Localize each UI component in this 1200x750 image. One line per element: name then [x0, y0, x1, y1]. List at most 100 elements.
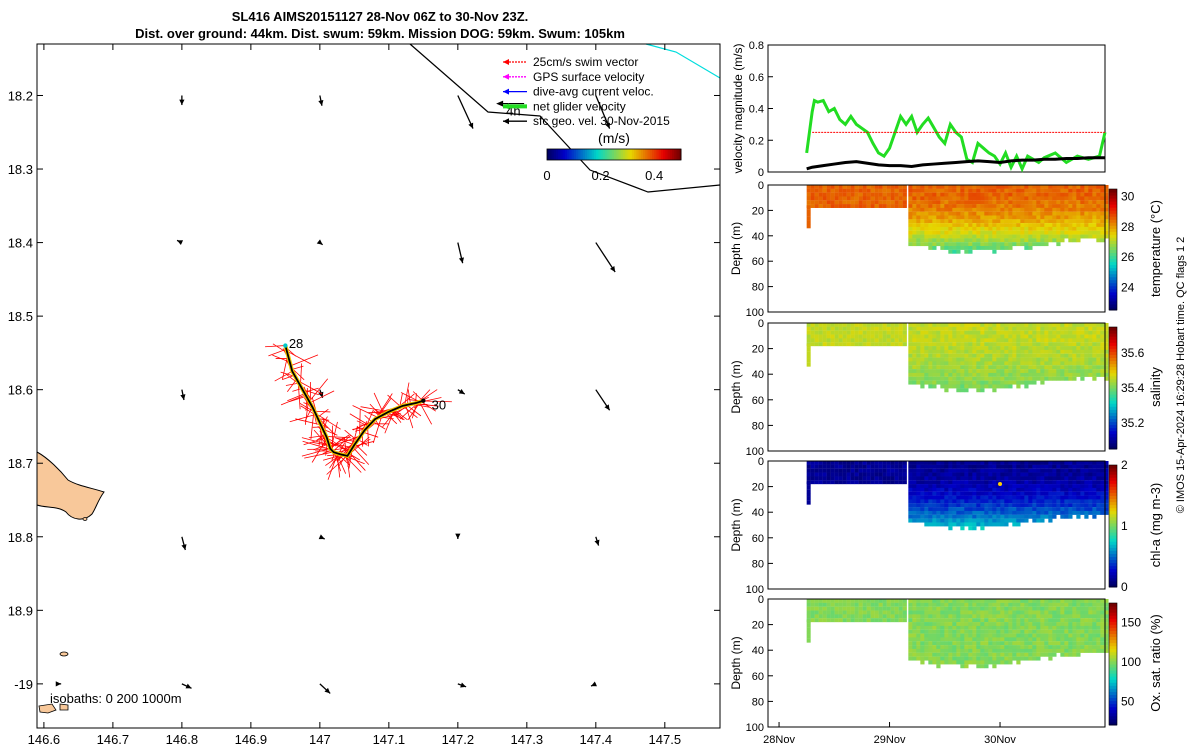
- data-cell: [1056, 357, 1061, 362]
- data-cell: [1076, 637, 1081, 642]
- data-cell: [988, 207, 993, 212]
- x-tick-label: 147.5: [649, 732, 682, 747]
- data-cell: [992, 349, 997, 354]
- swim-vector: [301, 448, 331, 457]
- data-cell: [964, 372, 969, 377]
- data-cell: [882, 468, 887, 473]
- data-cell: [956, 464, 961, 469]
- data-cell: [976, 599, 981, 603]
- data-cell: [830, 602, 835, 607]
- data-cell: [968, 476, 973, 481]
- data-cell: [924, 491, 929, 496]
- colorbar-tick-label: 35.6: [1121, 346, 1145, 360]
- data-cell: [1032, 357, 1037, 362]
- data-cell: [1076, 472, 1081, 477]
- data-cell: [1052, 238, 1057, 243]
- data-cell: [854, 185, 859, 189]
- data-cell: [1064, 223, 1069, 228]
- data-cell: [862, 196, 867, 201]
- data-cell: [1020, 196, 1025, 201]
- data-cell: [924, 602, 929, 607]
- data-cell: [1064, 349, 1069, 354]
- data-cell: [854, 334, 859, 339]
- data-cell: [822, 204, 827, 208]
- data-cell: [1028, 380, 1033, 385]
- data-cell: [980, 514, 985, 519]
- data-cell: [894, 472, 899, 477]
- data-cell: [996, 461, 1001, 465]
- data-cell: [1028, 510, 1033, 515]
- data-cell: [996, 323, 1001, 327]
- data-cell: [1004, 376, 1009, 381]
- data-cell: [878, 204, 883, 208]
- data-cell: [968, 648, 973, 653]
- data-cell: [1024, 323, 1029, 327]
- data-cell: [1044, 499, 1049, 504]
- data-cell: [932, 514, 937, 519]
- data-cell: [976, 369, 981, 374]
- data-cell: [1104, 346, 1109, 351]
- speed-colorbar-cell: [611, 149, 615, 160]
- data-cell: [952, 196, 957, 201]
- data-cell: [1036, 633, 1041, 638]
- colorbar-cell: [1109, 664, 1117, 668]
- data-cell: [976, 380, 981, 385]
- data-cell: [1052, 196, 1057, 201]
- data-cell: [948, 614, 953, 619]
- data-cell: [952, 625, 957, 630]
- data-cell: [932, 464, 937, 469]
- data-cell: [1000, 518, 1005, 523]
- data-cell: [830, 192, 835, 197]
- data-cell: [1096, 215, 1101, 220]
- track-start: [283, 343, 288, 348]
- data-cell: [898, 192, 903, 197]
- data-cell: [960, 602, 965, 607]
- data-cell: [1048, 625, 1053, 630]
- data-cell: [984, 625, 989, 630]
- data-cell: [992, 499, 997, 504]
- data-cell: [996, 645, 1001, 650]
- data-cell: [1084, 476, 1089, 481]
- data-cell: [940, 618, 945, 623]
- data-cell: [1048, 472, 1053, 477]
- data-cell: [1036, 472, 1041, 477]
- velocity-series-line: [806, 156, 1105, 171]
- data-cell: [1004, 648, 1009, 653]
- data-cell: [1004, 487, 1009, 492]
- data-cell: [838, 480, 843, 485]
- data-cell: [992, 234, 997, 239]
- data-cell: [1020, 499, 1025, 504]
- data-cell: [1044, 372, 1049, 377]
- data-cell: [1072, 625, 1077, 630]
- data-cell: [940, 472, 945, 477]
- data-cell: [814, 204, 819, 208]
- swim-vector: [286, 350, 312, 365]
- data-cell: [960, 338, 965, 343]
- data-cell: [1072, 365, 1077, 370]
- data-cell: [1000, 495, 1005, 500]
- data-cell: [1008, 245, 1013, 250]
- data-cell: [1000, 196, 1005, 201]
- data-cell: [956, 618, 961, 623]
- data-cell: [1020, 207, 1025, 212]
- data-cell: [980, 625, 985, 630]
- data-cell: [1096, 326, 1101, 331]
- data-cell: [898, 200, 903, 205]
- data-cell: [902, 602, 907, 607]
- data-cell: [1072, 346, 1077, 351]
- data-cell: [1076, 622, 1081, 627]
- data-cell: [920, 645, 925, 650]
- data-cell: [1036, 606, 1041, 611]
- data-cell: [968, 330, 973, 335]
- data-cell: [1032, 380, 1037, 385]
- data-cell: [1100, 196, 1105, 201]
- speed-colorbar-cell: [589, 149, 593, 160]
- data-cell: [1004, 499, 1009, 504]
- depth-axes-box: [767, 322, 1106, 452]
- data-cell: [1000, 629, 1005, 634]
- data-cell: [908, 648, 913, 653]
- data-cell: [940, 334, 945, 339]
- data-cell: [992, 484, 997, 489]
- data-cell: [1040, 618, 1045, 623]
- data-cell: [1036, 625, 1041, 630]
